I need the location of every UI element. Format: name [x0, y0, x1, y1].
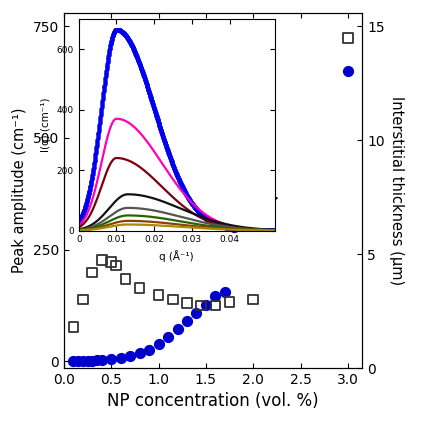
Point — [136, 350, 143, 357]
Point — [212, 293, 219, 300]
Point — [70, 324, 77, 330]
Point — [89, 269, 96, 276]
Point — [259, 170, 266, 177]
Point — [155, 292, 162, 299]
Point — [174, 326, 181, 332]
Point — [184, 318, 190, 324]
Point — [79, 358, 86, 365]
Point — [108, 259, 115, 266]
Point — [193, 310, 200, 316]
Point — [70, 358, 77, 365]
Y-axis label: I(q) (cm⁻¹): I(q) (cm⁻¹) — [41, 98, 51, 152]
Point — [84, 358, 91, 365]
Point — [112, 262, 119, 269]
Point — [170, 296, 176, 303]
X-axis label: NP concentration (vol. %): NP concentration (vol. %) — [107, 393, 319, 410]
Point — [184, 300, 190, 307]
Point — [222, 288, 228, 295]
Point — [79, 296, 86, 303]
Point — [146, 346, 153, 353]
Point — [75, 358, 81, 365]
Point — [212, 302, 219, 309]
Point — [117, 354, 124, 361]
X-axis label: q (Å⁻¹): q (Å⁻¹) — [159, 250, 194, 262]
Point — [226, 299, 233, 305]
Point — [198, 302, 204, 309]
Point — [164, 333, 171, 340]
Point — [108, 356, 115, 363]
Point — [94, 357, 101, 364]
Point — [98, 357, 105, 363]
Point — [345, 67, 351, 74]
Point — [98, 256, 105, 263]
Y-axis label: Interstitial thickness (μm): Interstitial thickness (μm) — [389, 96, 404, 285]
Y-axis label: Peak amplitude (cm⁻¹): Peak amplitude (cm⁻¹) — [12, 107, 27, 273]
Point — [127, 352, 134, 359]
Point — [155, 341, 162, 348]
Point — [231, 224, 238, 231]
Point — [89, 357, 96, 364]
Point — [345, 34, 351, 41]
Point — [122, 276, 129, 283]
Point — [250, 296, 256, 303]
Point — [202, 302, 209, 309]
Point — [136, 285, 143, 292]
